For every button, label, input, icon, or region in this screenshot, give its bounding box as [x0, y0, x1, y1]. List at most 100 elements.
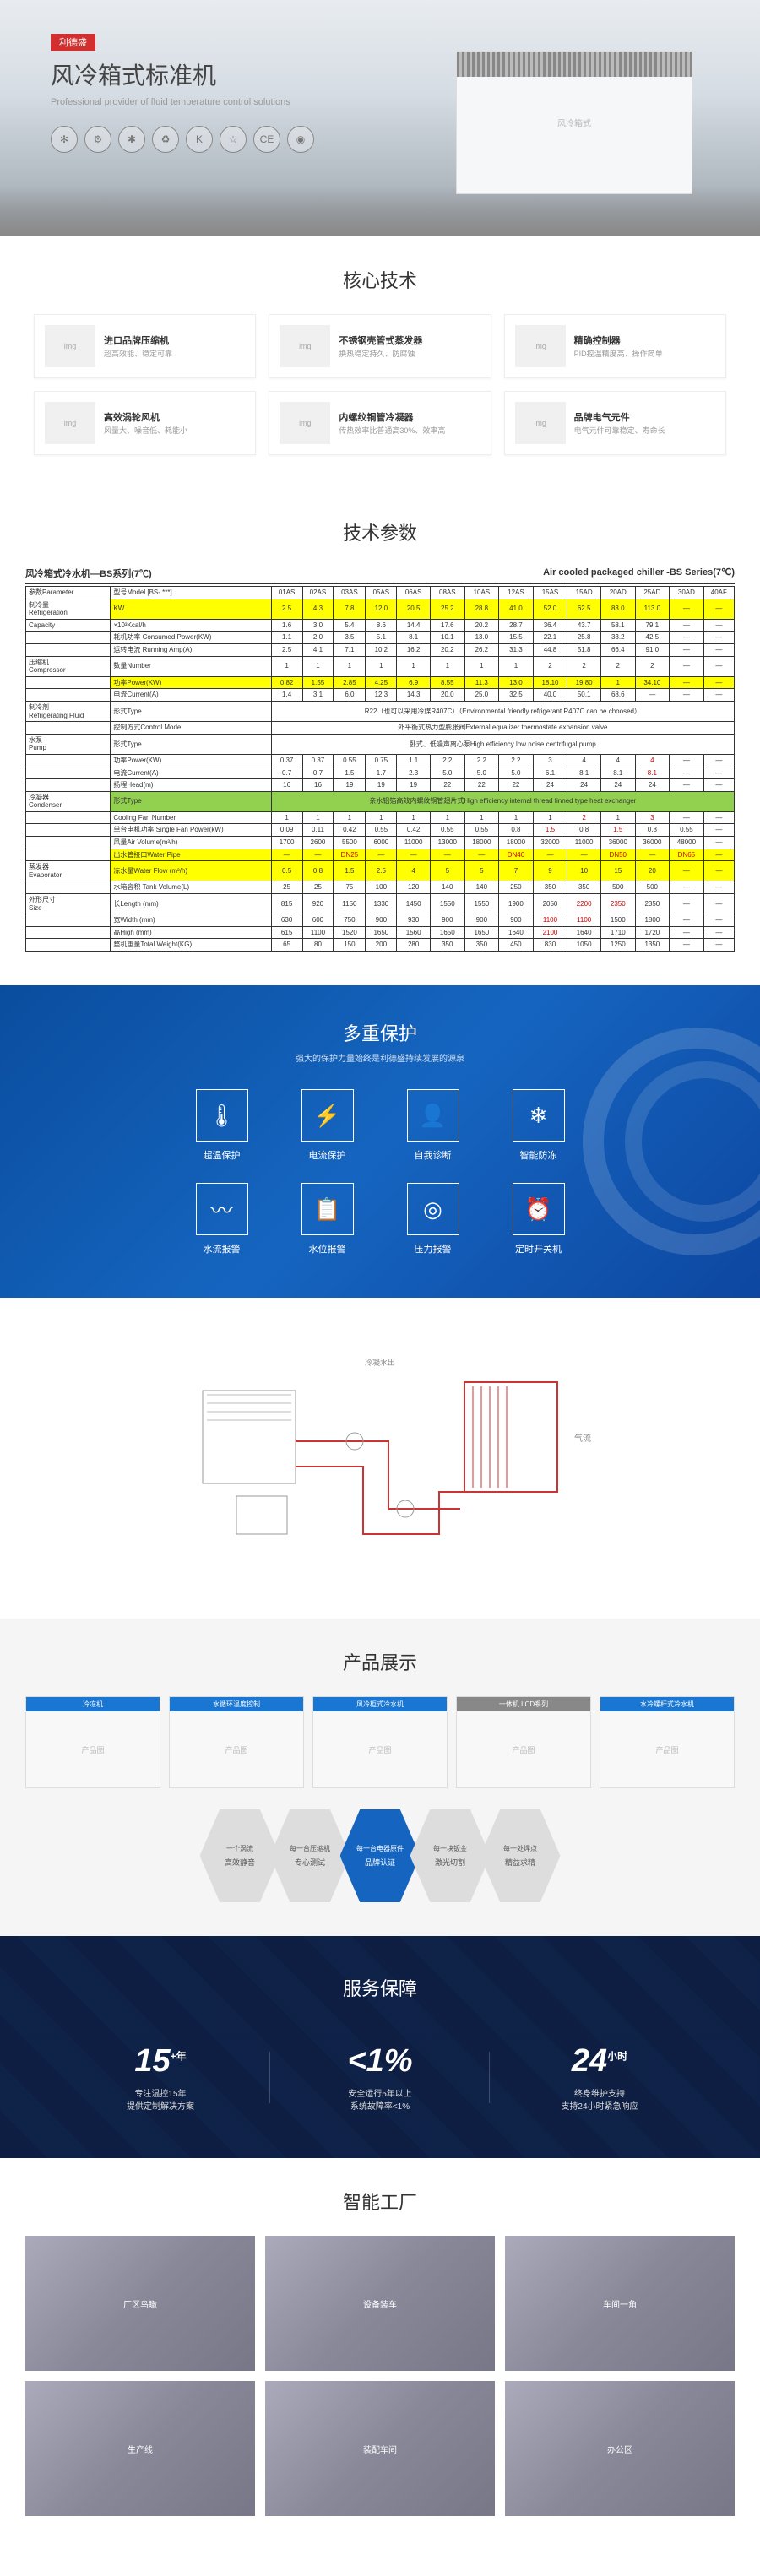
hex-text: 一个涡流 [226, 1844, 253, 1853]
product-header: 水冷螺杆式冷水机 [600, 1697, 734, 1711]
feature-card: img 不锈钢壳管式蒸发器 换热稳定持久、防腐蚀 [269, 314, 491, 378]
product-image: 产品图 [26, 1711, 160, 1787]
protect-label: 水位报警 [290, 1242, 366, 1255]
hex-item: 每一台电器原件品牌认证 [340, 1809, 421, 1902]
spec-right-title: Air cooled packaged chiller -BS Series(7… [543, 567, 735, 580]
cert-icons: ✻⚙✱♻K☆CE◉ [51, 126, 709, 153]
feature-thumb: img [45, 325, 95, 367]
showcase-section: 产品展示 冷冻机 产品图水循环温度控制 产品图风冷柜式冷水机 产品图一体机 LC… [0, 1619, 760, 1936]
product-card: 水循环温度控制 产品图 [169, 1696, 304, 1788]
service-number: <1% [270, 2043, 490, 2080]
service-number: 15+年 [51, 2043, 270, 2080]
protect-icon: 🌡 [196, 1089, 248, 1142]
service-line1: 安全运行5年以上 [270, 2086, 490, 2099]
hex-sub: 高效静音 [225, 1857, 255, 1868]
service-line2: 支持24小时紧急响应 [490, 2099, 709, 2112]
product-card: 冷冻机 产品图 [25, 1696, 160, 1788]
product-header: 水循环温度控制 [170, 1697, 303, 1711]
product-image: 产品图 [170, 1711, 303, 1787]
product-header: 冷冻机 [26, 1697, 160, 1711]
protect-label: 压力报警 [395, 1242, 471, 1255]
protect-label: 智能防冻 [501, 1148, 577, 1162]
protect-item: ⚡ 电流保护 [290, 1089, 366, 1162]
section-title-spec: 技术参数 [0, 489, 760, 567]
protection-grid: 🌡 超温保护⚡ 电流保护👤 自我诊断❄ 智能防冻〰 水流报警📋 水位报警◎ 压力… [0, 1089, 760, 1255]
spec-left-title: 风冷箱式冷水机—BS系列(7℃) [25, 567, 152, 580]
factory-image: 办公区 [505, 2381, 735, 2516]
brand-badge: 利德盛 [51, 34, 95, 51]
feature-title: 品牌电气元件 [574, 410, 665, 424]
product-header: 风冷柜式冷水机 [313, 1697, 447, 1711]
service-item: <1% 安全运行5年以上 系统故障率<1% [270, 2043, 490, 2112]
cert-icon: ✻ [51, 126, 78, 153]
feature-card: img 高效涡轮风机 风量大、噪音低、耗能小 [34, 391, 256, 455]
feature-title: 精确控制器 [574, 334, 663, 347]
service-item: 15+年 专注温控15年 提供定制解决方案 [51, 2043, 270, 2112]
section-title-service: 服务保障 [0, 1974, 760, 2022]
section-title-core: 核心技术 [0, 236, 760, 314]
feature-desc: PID控温精度高、操作简单 [574, 350, 663, 360]
cert-icon: ◉ [287, 126, 314, 153]
feature-title: 进口品牌压缩机 [104, 334, 172, 347]
protect-label: 超温保护 [184, 1148, 260, 1162]
product-card: 一体机 LCD系列 产品图 [456, 1696, 591, 1788]
feature-thumb: img [515, 402, 566, 444]
product-image: 产品图 [313, 1711, 447, 1787]
hex-item: 一个涡流高效静音 [200, 1809, 280, 1902]
hex-text: 每一台电器原件 [356, 1844, 404, 1853]
factory-grid: 厂区鸟瞰设备装车车间一角生产线装配车间办公区 [0, 2236, 760, 2516]
protect-icon: ⚡ [301, 1089, 354, 1142]
feature-title: 高效涡轮风机 [104, 410, 187, 424]
svg-text:气流: 气流 [574, 1433, 591, 1444]
feature-title: 内螺纹铜管冷凝器 [339, 410, 445, 424]
feature-thumb: img [515, 325, 566, 367]
diagram-section: 冷凝水出 气流 [0, 1298, 760, 1619]
cert-icon: CE [253, 126, 280, 153]
protect-item: 👤 自我诊断 [395, 1089, 471, 1162]
factory-image: 生产线 [25, 2381, 255, 2516]
spec-table-wrap: 风冷箱式冷水机—BS系列(7℃) Air cooled packaged chi… [0, 567, 760, 985]
feature-title: 不锈钢壳管式蒸发器 [339, 334, 422, 347]
protect-icon: ❄ [513, 1089, 565, 1142]
protect-label: 水流报警 [184, 1242, 260, 1255]
hex-sub: 精益求精 [505, 1857, 535, 1868]
service-line1: 终身维护支持 [490, 2086, 709, 2099]
protect-label: 自我诊断 [395, 1148, 471, 1162]
protect-icon: ⏰ [513, 1183, 565, 1235]
spec-table: 参数Parameter型号Model [BS- ***]01AS02AS03AS… [25, 586, 735, 952]
section-title-showcase: 产品展示 [0, 1619, 760, 1696]
feature-desc: 风量大、噪音低、耗能小 [104, 426, 187, 437]
protect-icon: 👤 [407, 1089, 459, 1142]
feature-desc: 电气元件可靠稳定、寿命长 [574, 426, 665, 437]
protect-item: 〰 水流报警 [184, 1183, 260, 1255]
product-image: 产品图 [600, 1711, 734, 1787]
feature-desc: 超高效能、稳定可靠 [104, 350, 172, 360]
hex-row: 一个涡流高效静音每一台压缩机专心测试每一台电器原件品牌认证每一块钣金激光切割每一… [0, 1809, 760, 1902]
feature-desc: 传热效率比普通高30%、效率高 [339, 426, 445, 437]
protect-item: 🌡 超温保护 [184, 1089, 260, 1162]
service-number: 24小时 [490, 2043, 709, 2080]
service-section: 服务保障 15+年 专注温控15年 提供定制解决方案<1% 安全运行5年以上 系… [0, 1936, 760, 2158]
diagram-svg: 冷凝水出 气流 [152, 1340, 608, 1576]
protect-icon: 〰 [196, 1183, 248, 1235]
service-item: 24小时 终身维护支持 支持24小时紧急响应 [490, 2043, 709, 2112]
hex-sub: 品牌认证 [365, 1857, 395, 1868]
protect-icon: 📋 [301, 1183, 354, 1235]
product-header: 一体机 LCD系列 [457, 1697, 590, 1711]
features-grid: img 进口品牌压缩机 超高效能、稳定可靠 img 不锈钢壳管式蒸发器 换热稳定持… [0, 314, 760, 489]
cert-icon: ✱ [118, 126, 145, 153]
product-image: 产品图 [457, 1711, 590, 1787]
cert-icon: ♻ [152, 126, 179, 153]
protect-item: ❄ 智能防冻 [501, 1089, 577, 1162]
factory-image: 厂区鸟瞰 [25, 2236, 255, 2371]
protect-label: 定时开关机 [501, 1242, 577, 1255]
feature-card: img 精确控制器 PID控温精度高、操作简单 [504, 314, 726, 378]
protect-label: 电流保护 [290, 1148, 366, 1162]
feature-card: img 内螺纹铜管冷凝器 传热效率比普通高30%、效率高 [269, 391, 491, 455]
protect-item: ⏰ 定时开关机 [501, 1183, 577, 1255]
svg-text:冷凝水出: 冷凝水出 [365, 1358, 395, 1367]
hex-sub: 专心测试 [295, 1857, 325, 1868]
system-diagram: 冷凝水出 气流 [152, 1340, 608, 1576]
protection-title: 多重保护 [0, 1019, 760, 1046]
product-card: 风冷柜式冷水机 产品图 [312, 1696, 448, 1788]
